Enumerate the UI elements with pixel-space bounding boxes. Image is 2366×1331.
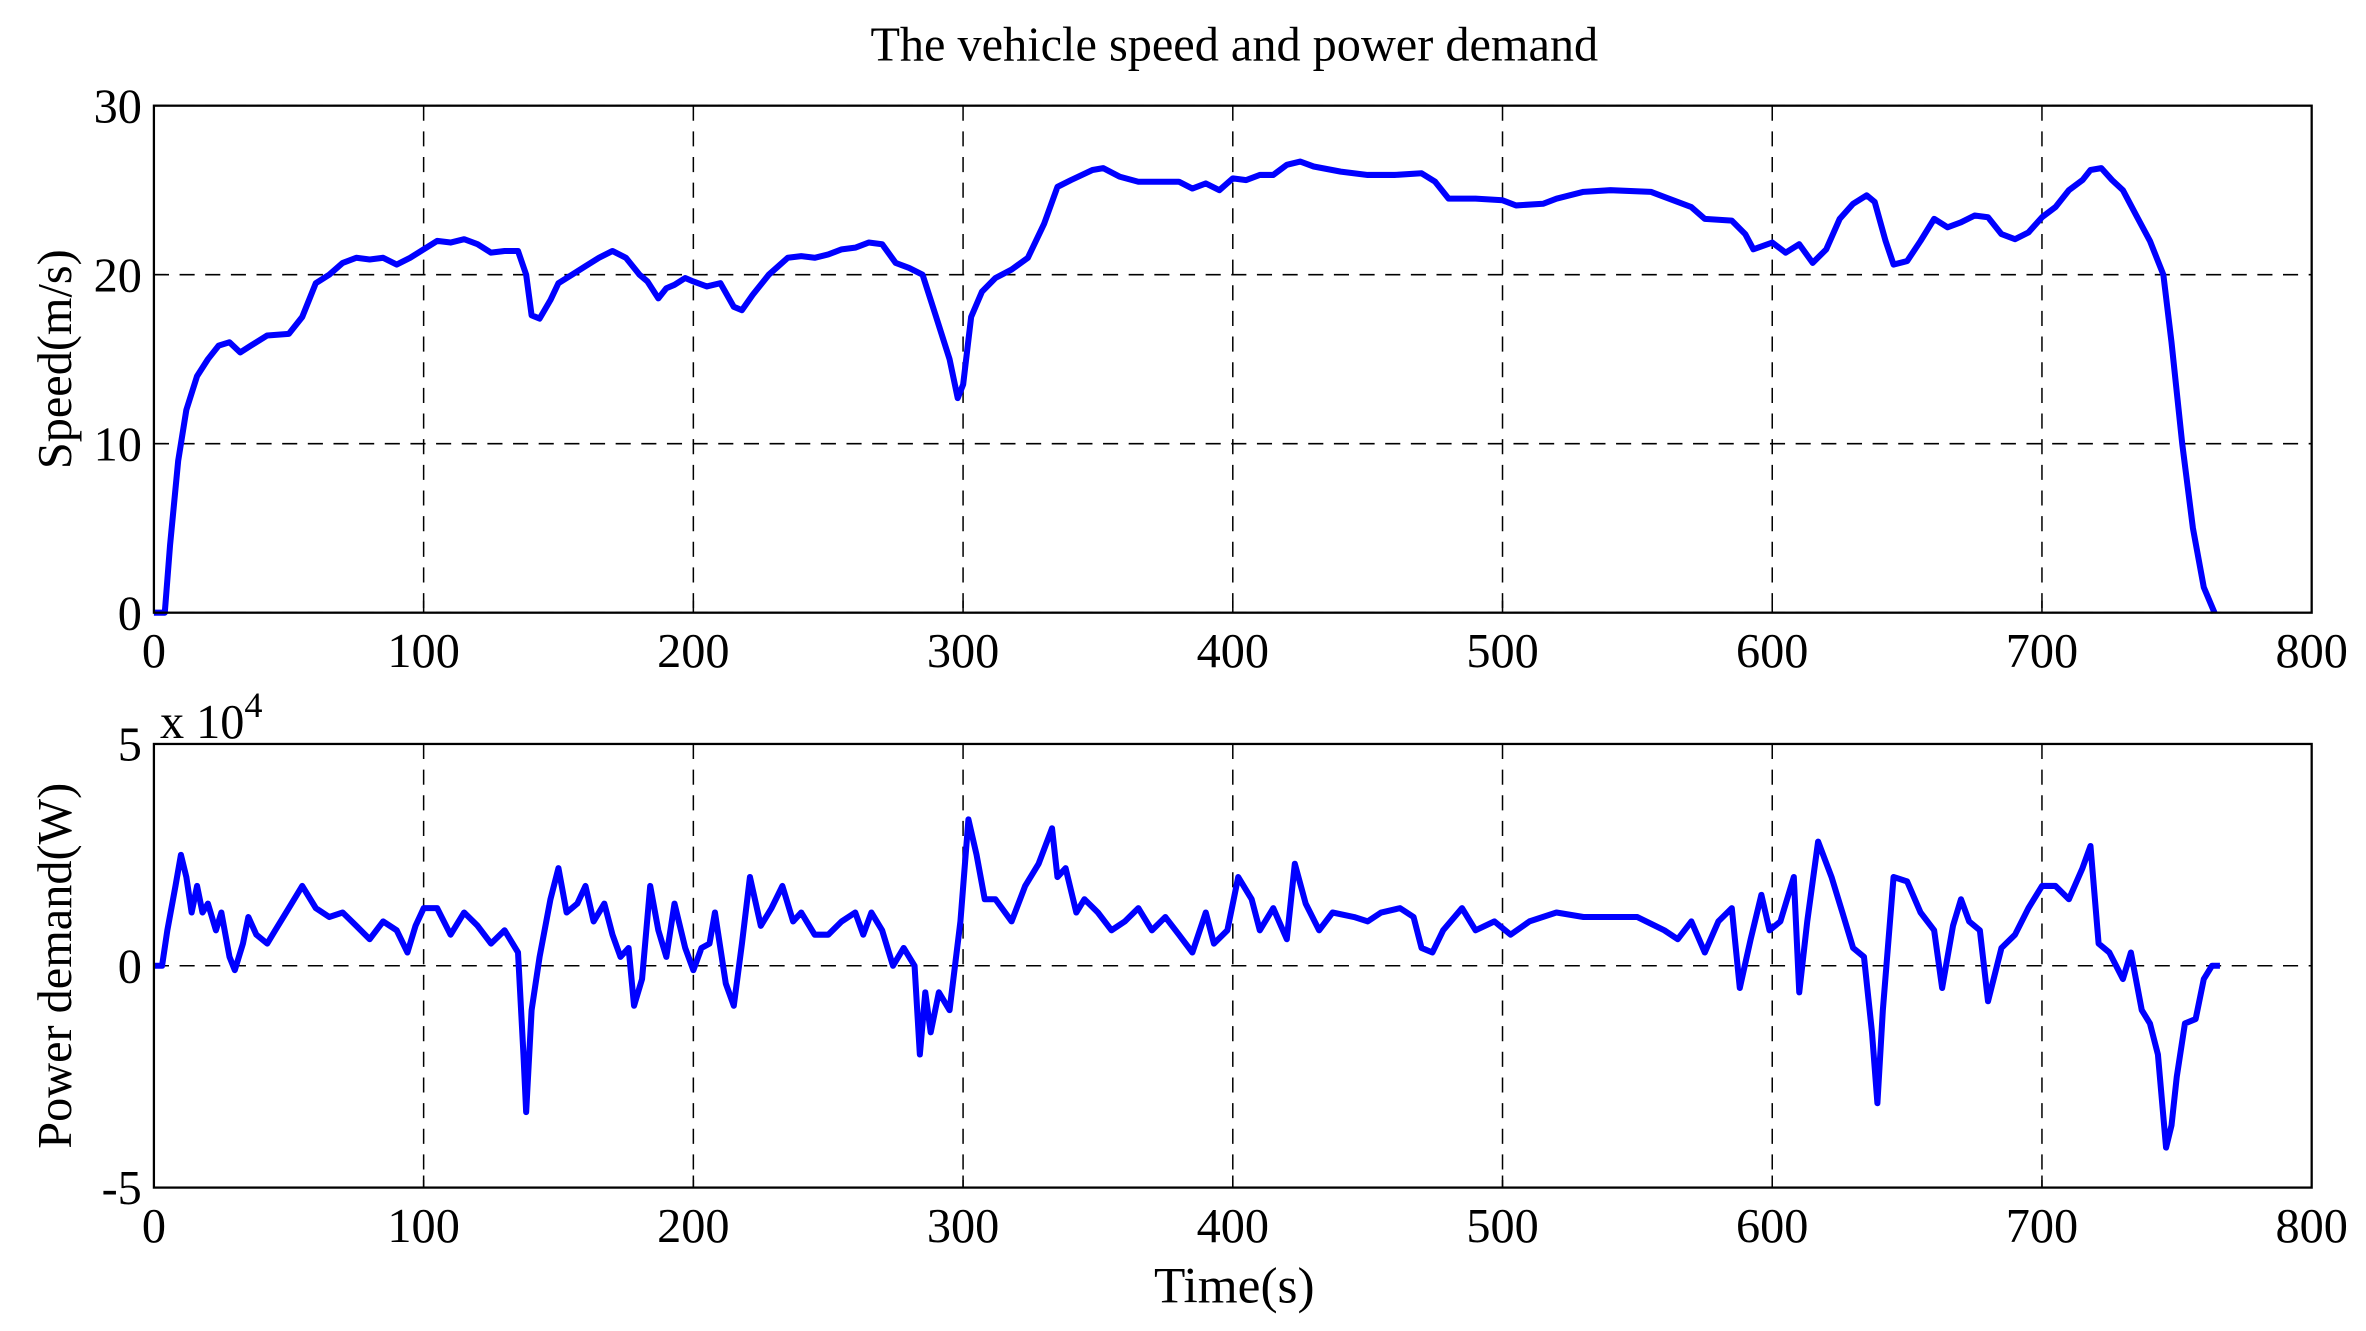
x-tick-label: 800 — [2275, 625, 2347, 678]
x-tick-label: 400 — [1197, 625, 1269, 678]
y-scale-exponent: 4 — [244, 685, 262, 725]
y-tick-label: -5 — [102, 1162, 142, 1215]
x-tick-label: 500 — [1466, 1200, 1538, 1253]
x-tick-label: 200 — [657, 625, 729, 678]
x-tick-label: 500 — [1466, 625, 1538, 678]
x-tick-label: 100 — [387, 625, 459, 678]
x-tick-label: 100 — [387, 1200, 459, 1253]
y-tick-label: 10 — [94, 418, 142, 471]
y-axis-label: Power demand(W) — [29, 783, 82, 1149]
y-tick-label: 30 — [94, 80, 142, 133]
chart-title: The vehicle speed and power demand — [870, 18, 1598, 71]
x-tick-label: 0 — [142, 625, 166, 678]
plot-frame — [152, 742, 2313, 1189]
x-axis-label: Time(s) — [1154, 1257, 1315, 1314]
x-tick-label: 700 — [2006, 625, 2078, 678]
data-line — [153, 158, 2218, 616]
y-tick-label: 5 — [118, 719, 142, 772]
y-scale-base: x 10 — [160, 696, 244, 749]
x-tick-label: 300 — [927, 1200, 999, 1253]
data-line — [153, 816, 2220, 1151]
y-tick-label: 0 — [118, 940, 142, 993]
y-scale-label: x 104 — [160, 685, 263, 749]
y-tick-label: 0 — [118, 587, 142, 640]
x-tick-label: 600 — [1736, 1200, 1808, 1253]
y-axis-label: Speed(m/s) — [29, 249, 82, 469]
x-tick-label: 300 — [927, 625, 999, 678]
x-tick-label: 0 — [142, 1200, 166, 1253]
x-tick-label: 700 — [2006, 1200, 2078, 1253]
x-tick-label: 800 — [2275, 1200, 2347, 1253]
plot-frame — [152, 104, 2313, 614]
y-tick-label: 20 — [94, 249, 142, 302]
x-tick-label: 600 — [1736, 625, 1808, 678]
x-tick-label: 400 — [1197, 1200, 1269, 1253]
x-tick-label: 200 — [657, 1200, 729, 1253]
